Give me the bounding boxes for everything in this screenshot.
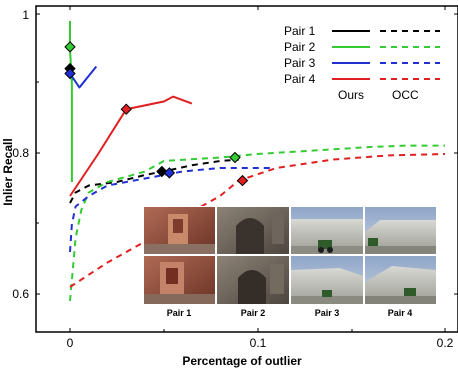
x-axis-label: Percentage of outlier <box>182 354 302 368</box>
thumbnail-pair-3-top <box>291 207 363 254</box>
plot-frame <box>35 5 458 333</box>
legend-column-occ: OCC <box>392 88 419 102</box>
thumbnail-pair-4-top <box>365 207 436 254</box>
legend-column-ours: Ours <box>338 88 364 102</box>
inset-image-grid: Pair 1 Pair 2 Pair 3 Pair 4 <box>143 206 436 319</box>
ours-marker-pair-3 <box>64 67 76 80</box>
y-tick-labels: 0.6 0.8 1 <box>12 8 29 301</box>
legend-label-pair-3: Pair 3 <box>284 56 316 70</box>
ours-marker-pair-2 <box>64 41 76 53</box>
occ-marker-pair-4 <box>236 174 249 187</box>
ours-line-pair-3 <box>69 65 98 89</box>
legend-label-pair-2: Pair 2 <box>284 40 316 54</box>
series-layer <box>64 21 446 302</box>
legend-label-pair-1: Pair 1 <box>284 24 316 38</box>
inset-caption-pair-1: Pair 1 <box>167 308 192 318</box>
occ-line-pair-1 <box>69 158 239 204</box>
thumbnail-pair-1-top <box>144 207 215 254</box>
occ-line-pair-3 <box>69 167 273 253</box>
thumbnail-pair-2-top <box>217 207 289 254</box>
y-tick-label: 1 <box>22 8 29 22</box>
x-tick-label: 0.1 <box>250 336 267 350</box>
ours-line-pair-4 <box>69 95 193 197</box>
inset-caption-pair-2: Pair 2 <box>241 308 266 318</box>
inset-caption-pair-3: Pair 3 <box>315 308 340 318</box>
legend: Pair 1 Pair 2 Pair 3 Pair 4 Ours OCC <box>284 24 440 102</box>
occ-marker-pair-1 <box>156 165 168 178</box>
occ-marker-pair-2 <box>229 151 241 164</box>
x-tick-label: 0 <box>67 336 74 350</box>
y-tick-label: 0.6 <box>12 287 29 301</box>
thumbnail-pair-2-bottom <box>217 256 289 304</box>
legend-label-pair-4: Pair 4 <box>284 72 316 86</box>
ours-marker-pair-4 <box>120 103 132 115</box>
occ-line-pair-4 <box>69 153 446 288</box>
thumbnail-pair-3-bottom <box>291 256 363 304</box>
x-tick-labels: 0 0.1 0.2 <box>67 336 454 350</box>
inset-caption-pair-4: Pair 4 <box>388 308 413 318</box>
y-axis-label: Inlier Recall <box>1 138 15 205</box>
y-tick-label: 0.8 <box>12 146 29 160</box>
x-tick-label: 0.2 <box>437 336 454 350</box>
occ-marker-pair-3 <box>163 167 176 179</box>
thumbnail-pair-4-bottom <box>365 256 436 304</box>
occ-line-pair-2 <box>69 144 445 302</box>
thumbnail-pair-1-bottom <box>144 256 215 304</box>
